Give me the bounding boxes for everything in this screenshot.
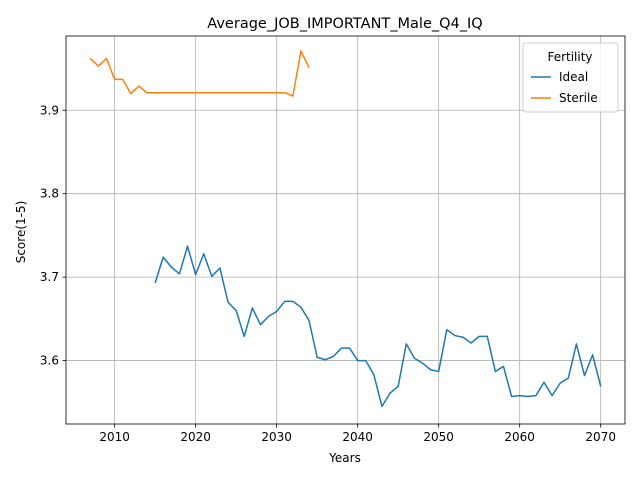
y-tick-label: 3.8 (40, 187, 59, 201)
series-line-ideal (154, 245, 602, 408)
x-tick-label: 2060 (504, 430, 535, 444)
y-tick-label: 3.6 (40, 354, 59, 368)
x-tick-label: 2010 (99, 430, 130, 444)
legend-label-sterile: Sterile (559, 91, 598, 105)
x-tick-label: 2070 (585, 430, 616, 444)
x-tick-label: 2050 (423, 430, 454, 444)
chart-title: Average_JOB_IMPORTANT_Male_Q4_IQ (207, 16, 482, 32)
x-tick-label: 2040 (342, 430, 373, 444)
x-tick-label: 2020 (180, 430, 211, 444)
legend: Fertility Ideal Sterile (522, 42, 619, 113)
legend-label-ideal: Ideal (559, 70, 588, 84)
y-tick-label: 3.9 (40, 103, 59, 117)
y-tick-label: 3.7 (40, 270, 59, 284)
plot-frame (65, 35, 626, 425)
x-axis-label: Years (328, 451, 361, 465)
y-axis-label: Score(1-5) (14, 201, 28, 264)
legend-title: Fertility (547, 50, 592, 64)
series-line-sterile (89, 50, 310, 97)
x-tick-label: 2030 (261, 430, 292, 444)
legend-box (522, 42, 619, 113)
